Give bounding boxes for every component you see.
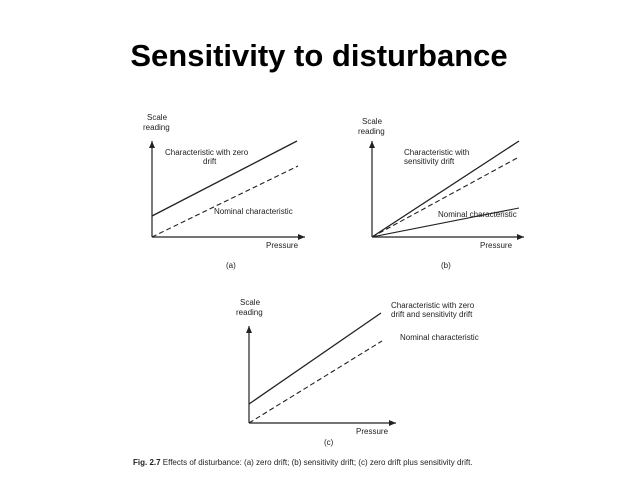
panel-a-solid-line (151, 140, 298, 217)
panel-b-solid-label-line2: sensitivity drift (404, 157, 455, 166)
panel-c-y-label-line2: reading (236, 308, 263, 317)
panel-a-dashed-line (151, 165, 299, 238)
panel-c-tag: (c) (324, 438, 334, 447)
panel-c-x-label: Pressure (356, 427, 389, 436)
panel-b-solid-line (371, 140, 520, 238)
panel-a-y-label-line1: Scale (147, 113, 168, 122)
panel-c-solid-label-line2: drift and sensitivity drift (391, 310, 473, 319)
panel-a-tag: (a) (226, 261, 236, 270)
panel-b-dashed-label: Nominal characteristic (438, 210, 517, 219)
panel-c-dashed-label: Nominal characteristic (400, 333, 479, 342)
slide-title: Sensitivity to disturbance (130, 38, 508, 73)
panel-b-y-label-line1: Scale (362, 117, 383, 126)
panel-c-solid-label-line1: Characteristic with zero (391, 301, 475, 310)
panel-a-solid-label-line1: Characteristic with zero (165, 148, 249, 157)
figure-caption: Fig. 2.7 Effects of disturbance: (a) zer… (133, 458, 613, 467)
panel-a-x-label: Pressure (266, 241, 299, 250)
panel-b-solid-label-line1: Characteristic with (404, 148, 469, 157)
panel-a-y-label-line2: reading (143, 123, 170, 132)
panel-b-x-label: Pressure (480, 241, 513, 250)
panel-b-y-label-line2: reading (358, 127, 385, 136)
figure-number: Fig. 2.7 (133, 458, 161, 467)
panel-a: Scale reading Characteristic with zero d… (143, 113, 305, 270)
figure-caption-text: Effects of disturbance: (a) zero drift; … (162, 458, 473, 467)
panel-b-dashed-line (371, 156, 520, 238)
panel-c-dashed-line (248, 340, 383, 424)
panel-c: Scale reading Characteristic with zero d… (236, 298, 479, 447)
panel-c-solid-line (248, 312, 382, 405)
panel-a-dashed-label: Nominal characteristic (214, 207, 293, 216)
panel-b-nominal-leader (371, 207, 520, 238)
panel-b-tag: (b) (441, 261, 451, 270)
panel-c-y-label-line1: Scale (240, 298, 261, 307)
panel-a-solid-label-line2: drift (203, 157, 217, 166)
panel-b: Scale reading Characteristic with sensit… (358, 117, 524, 270)
